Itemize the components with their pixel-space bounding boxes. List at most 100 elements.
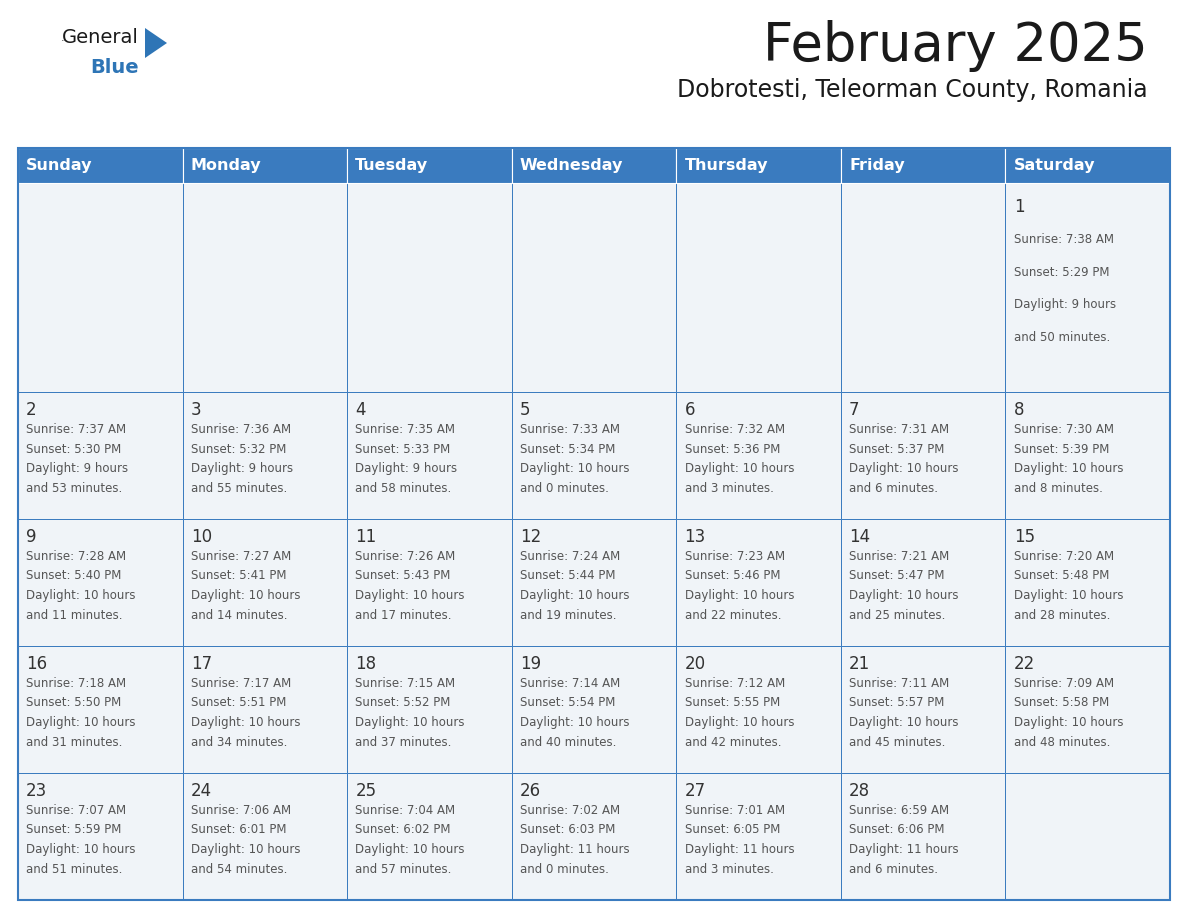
Bar bbox=[18, 520, 183, 646]
Text: Blue: Blue bbox=[90, 58, 139, 77]
Text: Daylight: 10 hours: Daylight: 10 hours bbox=[1013, 463, 1123, 476]
Bar bbox=[183, 520, 347, 646]
Bar bbox=[18, 773, 183, 900]
Bar bbox=[1005, 148, 1170, 183]
Text: and 0 minutes.: and 0 minutes. bbox=[520, 482, 608, 495]
Text: Saturday: Saturday bbox=[1013, 158, 1095, 173]
Text: and 51 minutes.: and 51 minutes. bbox=[26, 863, 122, 876]
Text: 8: 8 bbox=[1013, 401, 1024, 420]
Text: and 42 minutes.: and 42 minutes. bbox=[684, 735, 781, 749]
Text: Sunrise: 7:33 AM: Sunrise: 7:33 AM bbox=[520, 423, 620, 436]
Bar bbox=[841, 148, 1005, 183]
Bar bbox=[676, 148, 841, 183]
Text: General: General bbox=[62, 28, 139, 47]
Bar bbox=[676, 392, 841, 520]
Text: and 6 minutes.: and 6 minutes. bbox=[849, 863, 939, 876]
Text: and 57 minutes.: and 57 minutes. bbox=[355, 863, 451, 876]
Polygon shape bbox=[145, 28, 168, 58]
Text: Sunset: 5:37 PM: Sunset: 5:37 PM bbox=[849, 442, 944, 455]
Text: Sunset: 6:05 PM: Sunset: 6:05 PM bbox=[684, 823, 779, 836]
Text: Daylight: 10 hours: Daylight: 10 hours bbox=[849, 589, 959, 602]
Text: and 40 minutes.: and 40 minutes. bbox=[520, 735, 617, 749]
Text: 3: 3 bbox=[191, 401, 202, 420]
Text: Daylight: 9 hours: Daylight: 9 hours bbox=[191, 463, 293, 476]
Text: and 3 minutes.: and 3 minutes. bbox=[684, 863, 773, 876]
Bar bbox=[676, 520, 841, 646]
Text: Sunrise: 6:59 AM: Sunrise: 6:59 AM bbox=[849, 803, 949, 817]
Text: Daylight: 10 hours: Daylight: 10 hours bbox=[849, 716, 959, 729]
Text: Sunset: 5:47 PM: Sunset: 5:47 PM bbox=[849, 569, 944, 583]
Text: 2: 2 bbox=[26, 401, 37, 420]
Text: Monday: Monday bbox=[191, 158, 261, 173]
Text: and 48 minutes.: and 48 minutes. bbox=[1013, 735, 1110, 749]
Text: and 19 minutes.: and 19 minutes. bbox=[520, 609, 617, 621]
Text: Daylight: 10 hours: Daylight: 10 hours bbox=[684, 589, 794, 602]
Text: and 31 minutes.: and 31 minutes. bbox=[26, 735, 122, 749]
Bar bbox=[18, 646, 183, 773]
Bar bbox=[1005, 520, 1170, 646]
Text: Sunrise: 7:31 AM: Sunrise: 7:31 AM bbox=[849, 423, 949, 436]
Text: Daylight: 10 hours: Daylight: 10 hours bbox=[520, 589, 630, 602]
Text: Sunrise: 7:21 AM: Sunrise: 7:21 AM bbox=[849, 550, 949, 563]
Text: Sunrise: 7:07 AM: Sunrise: 7:07 AM bbox=[26, 803, 126, 817]
Bar bbox=[18, 392, 183, 520]
Text: Daylight: 10 hours: Daylight: 10 hours bbox=[1013, 716, 1123, 729]
Text: Sunrise: 7:04 AM: Sunrise: 7:04 AM bbox=[355, 803, 455, 817]
Bar bbox=[347, 646, 512, 773]
Text: 14: 14 bbox=[849, 528, 871, 546]
Text: Sunrise: 7:24 AM: Sunrise: 7:24 AM bbox=[520, 550, 620, 563]
Text: Sunset: 5:52 PM: Sunset: 5:52 PM bbox=[355, 697, 450, 710]
Text: Sunset: 6:02 PM: Sunset: 6:02 PM bbox=[355, 823, 451, 836]
Text: 17: 17 bbox=[191, 655, 211, 673]
Text: 21: 21 bbox=[849, 655, 871, 673]
Text: Sunrise: 7:02 AM: Sunrise: 7:02 AM bbox=[520, 803, 620, 817]
Text: Sunrise: 7:09 AM: Sunrise: 7:09 AM bbox=[1013, 677, 1114, 689]
Text: Daylight: 11 hours: Daylight: 11 hours bbox=[849, 843, 959, 856]
Text: 23: 23 bbox=[26, 782, 48, 800]
Text: and 8 minutes.: and 8 minutes. bbox=[1013, 482, 1102, 495]
Text: Sunset: 5:54 PM: Sunset: 5:54 PM bbox=[520, 697, 615, 710]
Bar bbox=[183, 392, 347, 520]
Text: Sunrise: 7:30 AM: Sunrise: 7:30 AM bbox=[1013, 423, 1113, 436]
Text: 7: 7 bbox=[849, 401, 860, 420]
Text: Daylight: 9 hours: Daylight: 9 hours bbox=[26, 463, 128, 476]
Bar bbox=[841, 646, 1005, 773]
Text: and 14 minutes.: and 14 minutes. bbox=[191, 609, 287, 621]
Text: Sunset: 6:01 PM: Sunset: 6:01 PM bbox=[191, 823, 286, 836]
Text: Daylight: 10 hours: Daylight: 10 hours bbox=[26, 716, 135, 729]
Text: and 45 minutes.: and 45 minutes. bbox=[849, 735, 946, 749]
Text: Sunset: 5:36 PM: Sunset: 5:36 PM bbox=[684, 442, 779, 455]
Text: and 6 minutes.: and 6 minutes. bbox=[849, 482, 939, 495]
Text: Sunset: 5:33 PM: Sunset: 5:33 PM bbox=[355, 442, 450, 455]
Bar bbox=[1005, 392, 1170, 520]
Text: Sunrise: 7:01 AM: Sunrise: 7:01 AM bbox=[684, 803, 784, 817]
Text: 25: 25 bbox=[355, 782, 377, 800]
Text: Sunset: 5:59 PM: Sunset: 5:59 PM bbox=[26, 823, 121, 836]
Text: Daylight: 10 hours: Daylight: 10 hours bbox=[520, 463, 630, 476]
Text: 22: 22 bbox=[1013, 655, 1035, 673]
Text: Sunset: 5:46 PM: Sunset: 5:46 PM bbox=[684, 569, 781, 583]
Text: 6: 6 bbox=[684, 401, 695, 420]
Bar bbox=[183, 183, 347, 392]
Text: Sunset: 5:57 PM: Sunset: 5:57 PM bbox=[849, 697, 944, 710]
Bar bbox=[512, 520, 676, 646]
Text: Daylight: 11 hours: Daylight: 11 hours bbox=[520, 843, 630, 856]
Text: Friday: Friday bbox=[849, 158, 905, 173]
Bar bbox=[183, 148, 347, 183]
Text: Sunrise: 7:20 AM: Sunrise: 7:20 AM bbox=[1013, 550, 1114, 563]
Text: Daylight: 10 hours: Daylight: 10 hours bbox=[26, 843, 135, 856]
Bar bbox=[18, 148, 1170, 900]
Text: Sunset: 5:43 PM: Sunset: 5:43 PM bbox=[355, 569, 450, 583]
Text: Sunrise: 7:15 AM: Sunrise: 7:15 AM bbox=[355, 677, 455, 689]
Text: Sunset: 6:03 PM: Sunset: 6:03 PM bbox=[520, 823, 615, 836]
Text: Sunrise: 7:18 AM: Sunrise: 7:18 AM bbox=[26, 677, 126, 689]
Bar bbox=[183, 773, 347, 900]
Text: Daylight: 10 hours: Daylight: 10 hours bbox=[684, 463, 794, 476]
Text: 10: 10 bbox=[191, 528, 211, 546]
Text: Sunset: 5:55 PM: Sunset: 5:55 PM bbox=[684, 697, 779, 710]
Bar bbox=[347, 520, 512, 646]
Text: 11: 11 bbox=[355, 528, 377, 546]
Text: 27: 27 bbox=[684, 782, 706, 800]
Text: Daylight: 10 hours: Daylight: 10 hours bbox=[1013, 589, 1123, 602]
Text: Sunrise: 7:11 AM: Sunrise: 7:11 AM bbox=[849, 677, 949, 689]
